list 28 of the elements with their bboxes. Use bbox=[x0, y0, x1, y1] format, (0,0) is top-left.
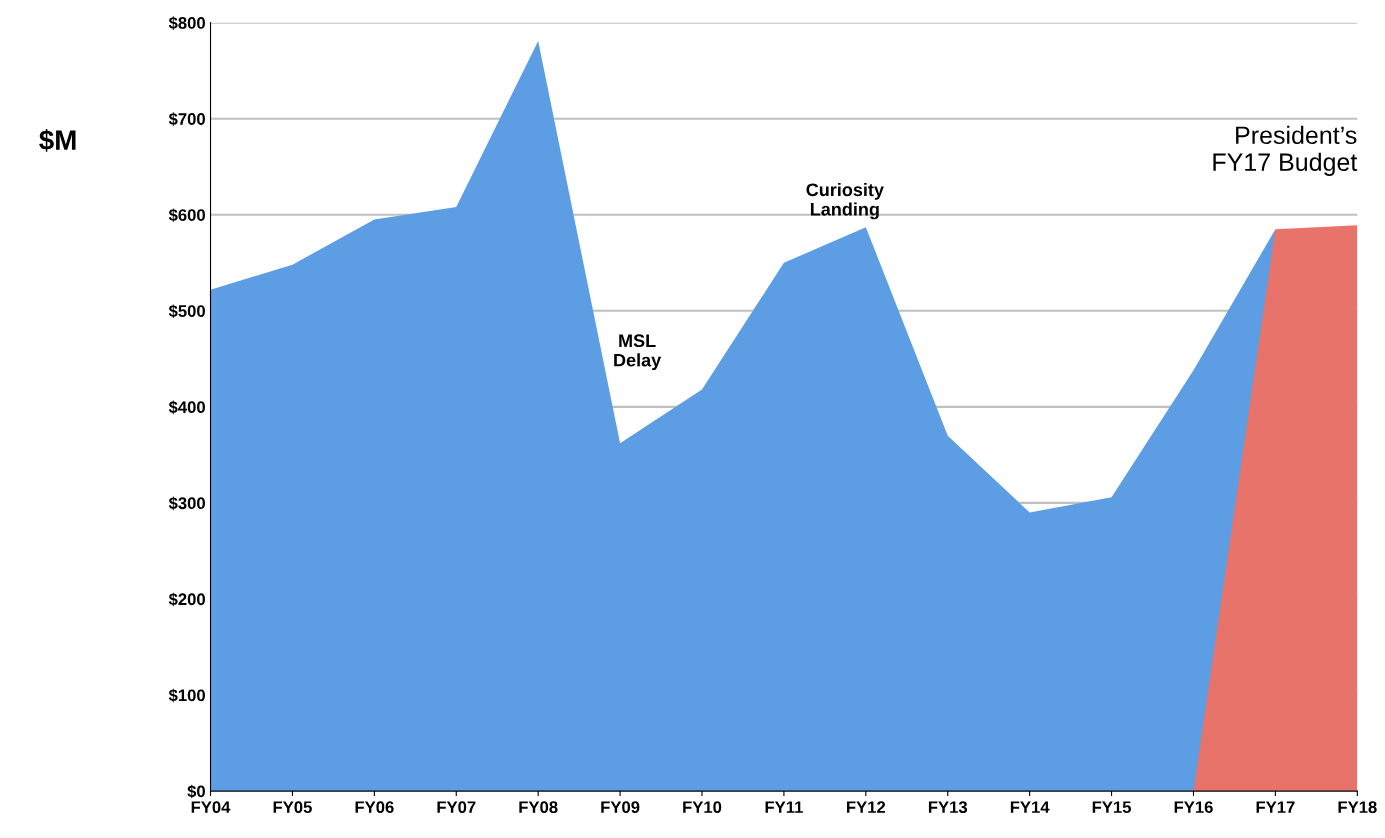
x-tick-label: FY10 bbox=[683, 801, 722, 814]
y-tick-label: $0 bbox=[187, 784, 205, 799]
y-tick-label: $700 bbox=[168, 112, 205, 126]
annotation: President’s FY17 Budget bbox=[1213, 125, 1358, 176]
x-tick-label: FY15 bbox=[1092, 801, 1132, 814]
y-tick-label: $400 bbox=[168, 400, 205, 415]
x-tick-label: FY11 bbox=[765, 801, 803, 813]
x-tick-label: FY18 bbox=[1338, 801, 1377, 814]
x-tick-label: FY06 bbox=[355, 801, 394, 814]
x-tick-label: FY05 bbox=[273, 801, 312, 814]
x-tick-label: FY09 bbox=[601, 801, 640, 814]
x-tick-label: FY07 bbox=[437, 801, 476, 814]
annotation: MSL Delay bbox=[614, 334, 662, 371]
x-tick-label: FY13 bbox=[928, 801, 968, 814]
x-tick-label: FY16 bbox=[1174, 801, 1213, 814]
y-tick-label: $500 bbox=[168, 304, 205, 319]
x-tick-label: FY14 bbox=[1010, 801, 1050, 813]
y-tick-label: $100 bbox=[168, 688, 205, 703]
x-tick-label: FY04 bbox=[191, 801, 231, 814]
y-tick-label: $600 bbox=[168, 208, 205, 223]
y-axis-title: $M bbox=[39, 129, 76, 152]
y-tick-label: $300 bbox=[168, 496, 205, 511]
x-tick-label: FY12 bbox=[847, 801, 886, 813]
x-tick-label: FY17 bbox=[1256, 801, 1295, 813]
y-tick-label: $800 bbox=[168, 16, 205, 30]
x-tick-label: FY08 bbox=[519, 801, 558, 814]
annotation: Curiosity Landing bbox=[806, 182, 884, 220]
y-tick-label: $200 bbox=[168, 592, 205, 607]
